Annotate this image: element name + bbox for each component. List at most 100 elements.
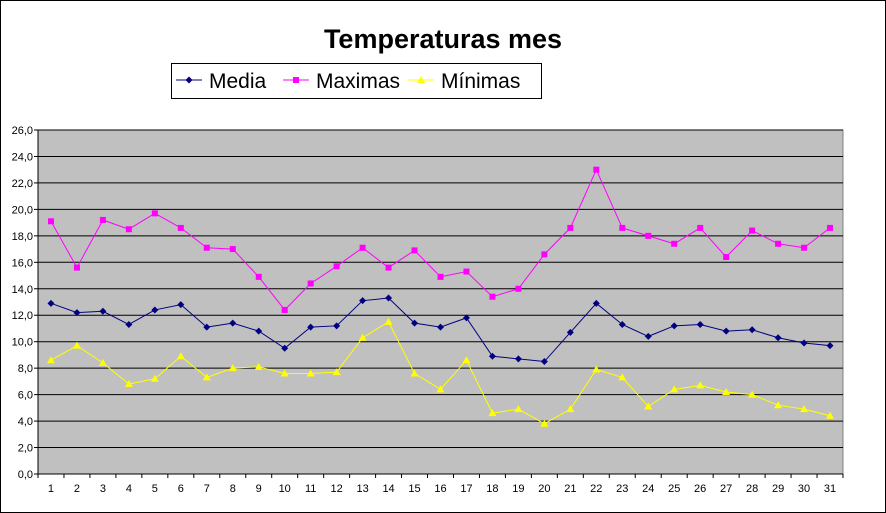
point-media [437,323,444,331]
point-minimas [670,385,679,393]
point-maximas [593,166,600,173]
point-minimas [176,352,185,360]
x-tick-label: 10 [279,483,291,495]
y-tick-label: 12,0 [12,310,33,322]
point-maximas [749,227,756,234]
point-minimas [592,365,601,373]
legend-marker-maximas [293,77,299,83]
point-media [255,327,263,335]
point-maximas [827,224,834,231]
x-tick-label: 28 [746,483,758,495]
point-media [800,339,808,347]
point-minimas [826,411,835,419]
point-media [229,319,237,327]
x-tick-label: 4 [126,483,132,495]
point-maximas [801,244,808,251]
point-maximas [645,232,652,239]
point-minimas [774,401,783,409]
point-media [488,352,496,360]
x-tick-label: 7 [204,483,210,495]
y-tick-label: 24,0 [12,151,33,163]
point-minimas [410,369,419,377]
point-maximas [541,251,548,258]
point-maximas [203,244,210,251]
x-tick-label: 27 [720,483,732,495]
legend-label-media: Media [209,70,267,93]
point-minimas [306,369,315,377]
point-minimas [150,374,159,382]
x-tick-label: 2 [74,483,80,495]
x-tick-label: 14 [382,483,394,495]
legend-marker-media [185,76,193,84]
x-tick-label: 30 [798,483,810,495]
x-tick-label: 16 [434,483,446,495]
point-media [618,320,626,328]
point-maximas [567,224,574,231]
point-maximas [255,273,262,280]
x-tick-label: 9 [256,483,262,495]
point-minimas [566,405,575,413]
x-tick-label: 17 [460,483,472,495]
point-maximas [775,240,782,247]
x-tick-label: 1 [48,483,54,495]
x-tick-label: 15 [408,483,420,495]
x-tick-label: 21 [564,483,576,495]
point-maximas [73,264,80,271]
point-media [385,294,393,302]
point-maximas [47,218,54,225]
point-minimas [202,373,211,381]
point-minimas [436,385,445,393]
point-minimas [696,381,705,389]
point-minimas [124,380,133,388]
point-maximas [333,263,340,270]
x-tick-label: 3 [100,483,106,495]
point-maximas [463,268,470,275]
point-media [307,323,315,331]
point-maximas [177,224,184,231]
point-media [151,306,159,314]
point-maximas [359,244,366,251]
point-maximas [697,224,704,231]
y-tick-label: 26,0 [12,125,33,137]
point-media [566,328,574,336]
y-tick-label: 8,0 [18,363,33,375]
point-media [514,355,522,363]
legend-marker-minimas [417,76,425,83]
x-tick-label: 6 [178,483,184,495]
point-minimas [722,387,731,395]
point-maximas [671,240,678,247]
y-tick-label: 4,0 [18,416,33,428]
x-tick-label: 31 [824,483,836,495]
chart-title: Temperaturas mes [323,24,563,54]
x-tick-label: 12 [331,483,343,495]
point-media [73,309,81,317]
point-maximas [229,246,236,253]
point-minimas [618,373,627,381]
point-maximas [99,216,106,223]
point-minimas [254,362,263,370]
point-minimas [228,364,237,372]
x-tick-label: 26 [694,483,706,495]
y-tick-label: 16,0 [12,257,33,269]
y-tick-label: 22,0 [12,178,33,190]
point-minimas [748,390,757,398]
x-tick-label: 22 [590,483,602,495]
point-maximas [411,247,418,254]
point-media [462,314,470,322]
point-minimas [358,333,367,341]
plot-area [37,129,844,475]
y-tick-label: 10,0 [12,337,33,349]
point-minimas [488,409,497,417]
point-media [203,323,211,331]
point-media [540,358,548,366]
y-tick-label: 20,0 [12,204,33,216]
y-tick-label: 18,0 [12,231,33,243]
point-media [47,299,55,307]
point-maximas [723,254,730,261]
point-media [826,342,834,350]
point-maximas [281,306,288,313]
point-media [592,299,600,307]
point-media [644,332,652,340]
x-tick-label: 8 [230,483,236,495]
legend-label-minimas: Mínimas [441,70,520,93]
